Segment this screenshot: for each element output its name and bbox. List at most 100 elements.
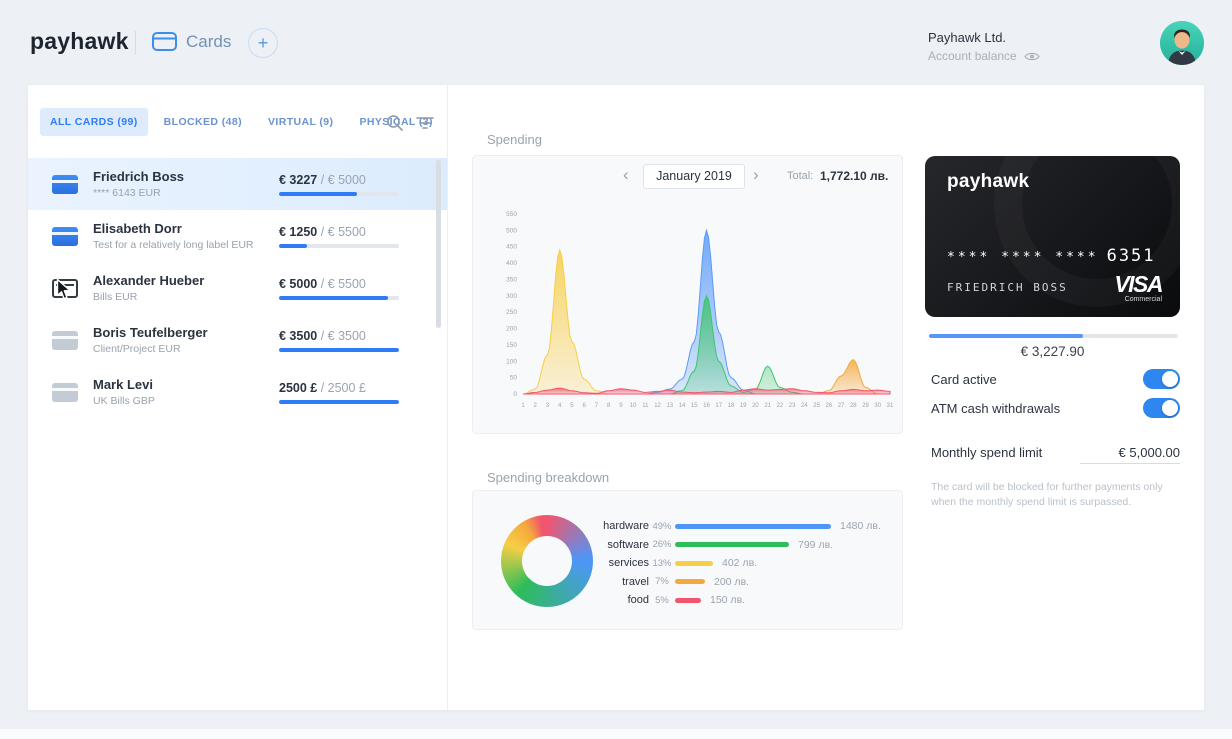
toggle-label: Card active [931,371,997,387]
legend-bar [675,523,831,529]
series-food [522,387,891,395]
card-holder-name: Boris Teufelberger [93,325,208,340]
svg-text:500: 500 [506,227,517,234]
eye-icon[interactable] [1023,51,1040,62]
card-list-item[interactable]: Boris Teufelberger Client/Project EUR € 35… [28,314,447,366]
legend-bar [675,560,713,566]
card-amount: € 3227 / € 5000 [279,172,366,187]
svg-text:13: 13 [666,403,673,409]
svg-text:400: 400 [506,260,517,267]
card-list-item[interactable]: Elisabeth Dorr Test for a relatively long… [28,210,447,262]
svg-text:12: 12 [654,403,661,409]
card-icon [52,330,78,350]
spend-progress-bar [279,295,399,300]
card-subtitle: Client/Project EUR [93,343,181,355]
avatar[interactable] [1160,21,1204,65]
tab-virtual[interactable]: VIRTUAL (9) [258,108,343,136]
card-icon [52,382,78,402]
svg-text:30: 30 [874,403,881,409]
svg-text:31: 31 [887,403,894,409]
svg-text:10: 10 [630,403,637,409]
svg-text:16: 16 [703,403,710,409]
legend-percent: 13% [652,557,672,569]
toggle-row: Card active [931,369,1180,389]
card-amount: € 3500 / € 3500 [279,328,366,343]
legend-label: travel [622,575,649,588]
svg-text:2: 2 [534,403,538,409]
svg-text:21: 21 [764,403,771,409]
svg-text:20: 20 [752,403,759,409]
card-subtitle: UK Bills GBP [93,395,155,407]
card-holder-name: Elisabeth Dorr [93,221,182,236]
filter-icon[interactable] [416,116,434,135]
legend-value: 150 лв. [710,594,746,607]
total-value: 1,772.10 лв. [820,169,889,183]
svg-text:25: 25 [813,403,820,409]
account-balance-label: Account balance [928,49,1017,63]
next-month-button[interactable]: › [753,165,759,184]
legend-row: software 26% 799 лв. [595,536,881,555]
toggle-row: ATM cash withdrawals [931,398,1180,418]
svg-text:350: 350 [506,276,517,283]
legend-bar [675,542,789,548]
total-label: Total: [787,170,814,182]
legend-percent: 26% [652,539,672,551]
svg-text:8: 8 [607,403,611,409]
limit-help-text: The card will be blocked for further pay… [931,481,1163,509]
company-name: Payhawk Ltd. [928,30,1007,45]
legend-label: software [607,538,649,551]
prev-month-button[interactable]: ‹ [623,165,629,184]
header-divider [135,31,136,54]
svg-text:27: 27 [838,403,845,409]
toggle-atm-cash-withdrawals[interactable] [1143,398,1180,418]
svg-text:9: 9 [619,403,623,409]
tab-physical[interactable]: PHYSICAL (3) [349,108,442,136]
spend-progress-bar [279,243,399,248]
add-card-button[interactable]: + [248,28,278,58]
svg-text:50: 50 [510,375,518,382]
legend-percent: 7% [655,576,669,588]
list-scrollbar[interactable] [436,160,441,328]
toggle-label: ATM cash withdrawals [931,400,1061,416]
card-last4: 6351 [1106,246,1156,266]
svg-text:150: 150 [506,342,517,349]
svg-text:15: 15 [691,403,698,409]
legend-row: food 5% 150 лв. [595,591,881,610]
svg-text:6: 6 [582,403,586,409]
search-icon[interactable] [386,114,404,137]
card-holder-name: Alexander Hueber [93,273,205,288]
card-subtitle: **** 6143 EUR [93,187,161,199]
tab-all-cards[interactable]: ALL CARDS (99) [40,108,148,136]
legend-row: travel 7% 200 лв. [595,573,881,592]
svg-text:18: 18 [728,403,735,409]
svg-text:17: 17 [715,403,722,409]
card-list-item[interactable]: Mark Levi UK Bills GBP 2500 £ / 2500 £ [28,366,447,418]
svg-text:24: 24 [801,403,808,409]
month-selector[interactable]: January 2019 [643,164,745,189]
card-number: **** **** **** 6351 [947,246,1156,266]
legend-label: services [608,557,649,570]
monthly-limit-label: Monthly spend limit [931,445,1043,460]
monthly-limit-input[interactable] [1080,445,1180,464]
card-list-item[interactable]: Friedrich Boss **** 6143 EUR € 3227 / € 50… [28,158,447,210]
card-icon [52,174,78,194]
card-icon [52,226,78,246]
tab-blocked[interactable]: BLOCKED (48) [154,108,252,136]
cards-icon [152,32,177,56]
card-spend-progress [929,334,1178,338]
legend-percent: 5% [655,594,669,606]
legend-bar [675,597,701,603]
svg-text:4: 4 [558,403,562,409]
bottom-strip [0,729,1232,739]
spend-progress-bar [279,347,399,352]
svg-text:100: 100 [506,358,517,365]
visa-logo: VISA Commercial [1114,271,1163,303]
legend-label: food [627,594,649,607]
svg-text:14: 14 [679,403,686,409]
card-list-sidebar: ALL CARDS (99) BLOCKED (48) VIRTUAL (9) PHY… [28,85,448,710]
toggle-card-active[interactable] [1143,369,1180,389]
svg-text:23: 23 [789,403,796,409]
card-list-item[interactable]: Alexander Hueber Bills EUR € 5000 / € 5500 [28,262,447,314]
card-toggles: Card active ATM cash withdrawals [931,369,1180,427]
legend-row: hardware 49% 1480 лв. [595,517,881,536]
